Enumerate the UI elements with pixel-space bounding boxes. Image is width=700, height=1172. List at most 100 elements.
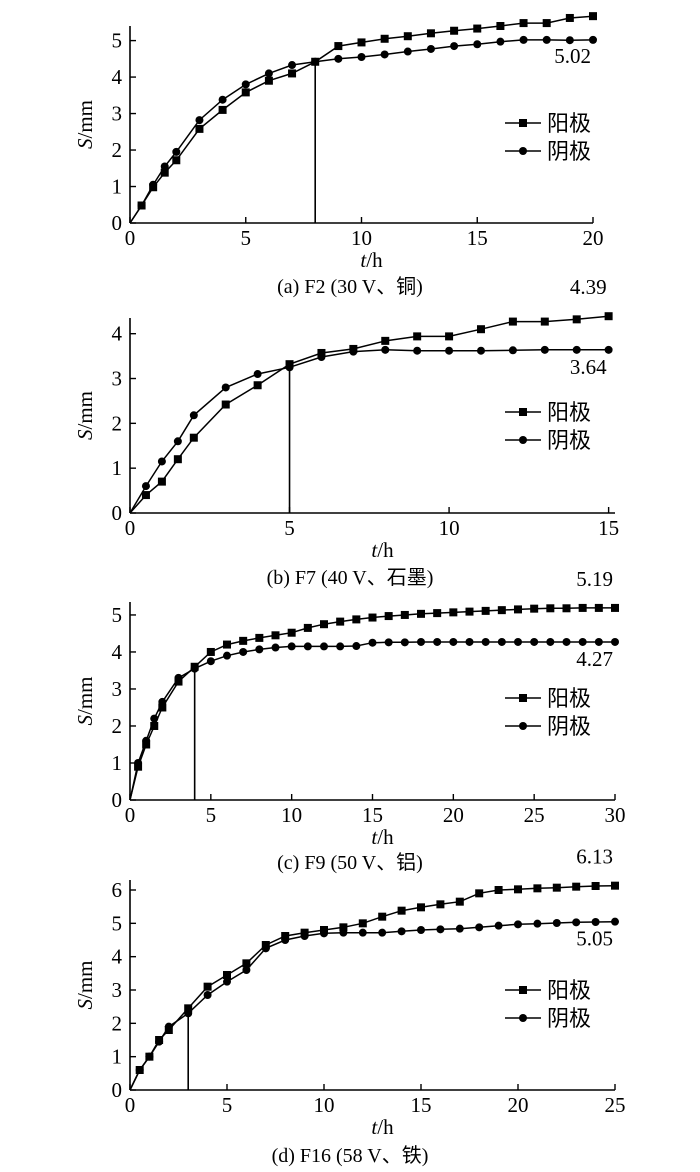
y-tick-label: 0 <box>112 501 123 525</box>
end-value-label: 4.39 <box>570 275 607 299</box>
data-point <box>449 637 458 646</box>
x-axis-label: t/h <box>371 825 394 849</box>
data-point <box>519 19 528 28</box>
x-tick-label: 30 <box>605 803 626 827</box>
data-point <box>514 885 522 894</box>
x-tick-label: 10 <box>439 516 460 540</box>
data-point <box>189 433 198 442</box>
data-point <box>381 336 390 345</box>
x-tick-label: 5 <box>241 226 252 250</box>
data-point <box>189 411 198 420</box>
legend-label: 阴极 <box>547 1006 591 1031</box>
data-point <box>253 381 262 390</box>
data-point <box>591 882 600 890</box>
data-point <box>221 383 230 392</box>
legend-marker <box>519 694 527 702</box>
data-point <box>141 491 150 500</box>
data-point <box>476 325 485 334</box>
data-point <box>494 886 503 894</box>
data-point <box>206 647 215 656</box>
data-point <box>400 610 409 619</box>
series-anode <box>129 881 619 1091</box>
x-tick-label: 10 <box>281 803 302 827</box>
x-tick-label: 15 <box>598 516 619 540</box>
data-point <box>287 628 296 637</box>
data-point <box>281 936 290 944</box>
data-point <box>433 637 442 646</box>
y-tick-label: 1 <box>112 751 123 775</box>
data-point <box>426 44 435 53</box>
data-point <box>594 603 603 612</box>
data-point <box>496 22 505 30</box>
y-tick-label: 1 <box>112 1045 123 1069</box>
panel-caption: (c) F9 (50 V、铝) <box>277 851 423 874</box>
data-point <box>285 363 294 372</box>
data-point <box>546 637 555 646</box>
y-tick-label: 1 <box>112 175 123 199</box>
data-point <box>287 642 296 651</box>
y-axis-label: S/mm <box>73 100 97 149</box>
data-point <box>572 315 581 324</box>
data-point <box>413 332 422 341</box>
data-point <box>497 606 506 615</box>
data-point <box>533 884 542 893</box>
x-tick-label: 15 <box>467 226 488 250</box>
data-point <box>591 918 600 926</box>
data-point <box>455 897 464 906</box>
legend-marker <box>519 436 527 444</box>
data-point <box>239 647 248 656</box>
series-line <box>129 920 616 1091</box>
y-tick-label: 4 <box>112 945 123 969</box>
data-point <box>195 124 204 133</box>
y-tick-label: 2 <box>112 714 123 738</box>
data-point <box>160 168 169 177</box>
data-point <box>223 971 231 979</box>
series-line <box>129 641 615 801</box>
x-tick-label: 25 <box>605 1093 626 1117</box>
data-point <box>611 917 619 926</box>
data-point <box>242 959 251 968</box>
y-tick-label: 3 <box>112 677 123 701</box>
legend-label: 阴极 <box>547 139 591 164</box>
data-point <box>378 912 387 921</box>
data-point <box>218 95 227 104</box>
series-line <box>129 315 609 514</box>
x-tick-label: 5 <box>222 1093 233 1117</box>
data-point <box>173 455 182 464</box>
panel-caption: (d) F16 (58 V、铁) <box>272 1144 429 1167</box>
data-point <box>137 201 146 210</box>
data-point <box>223 977 231 986</box>
data-point <box>450 42 459 51</box>
data-point <box>264 69 273 78</box>
x-axis-label: t/h <box>371 1115 394 1139</box>
y-tick-label: 2 <box>112 411 123 435</box>
data-point <box>357 38 366 47</box>
data-point <box>465 637 474 646</box>
data-point <box>611 637 619 646</box>
data-point <box>417 903 425 912</box>
x-tick-label: 0 <box>125 803 136 827</box>
data-point <box>334 54 343 63</box>
y-tick-label: 2 <box>112 1011 123 1035</box>
y-tick-label: 6 <box>112 878 123 902</box>
data-point <box>589 12 597 21</box>
data-point <box>190 664 199 673</box>
legend-label: 阴极 <box>547 428 591 453</box>
x-tick-label: 15 <box>411 1093 432 1117</box>
data-point <box>508 317 517 326</box>
data-point <box>417 926 425 934</box>
x-tick-label: 25 <box>524 803 545 827</box>
x-tick-label: 20 <box>583 226 604 250</box>
y-tick-label: 5 <box>112 911 123 935</box>
data-point <box>572 345 581 354</box>
data-point <box>546 604 555 613</box>
data-point <box>339 923 348 932</box>
data-point <box>572 882 581 891</box>
data-point <box>476 346 485 355</box>
data-point <box>303 642 312 651</box>
